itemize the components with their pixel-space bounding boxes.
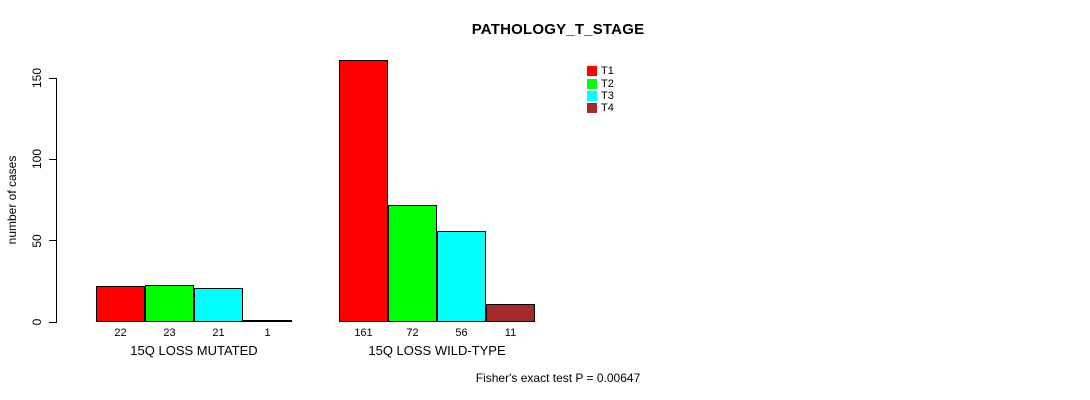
bar-t1 [339,60,388,322]
chart-title: PATHOLOGY_T_STAGE [471,21,645,38]
bar-value-label: 1 [264,327,271,339]
t1-color-swatch [587,66,597,77]
legend-item-label: T3 [601,89,614,102]
legend-item: T3 [587,90,614,102]
bar-value-label: 161 [354,327,373,339]
legend-item-label: T2 [601,77,614,90]
bar-value-label: 11 [504,327,517,339]
y-axis-tick-label: 0 [30,318,44,326]
group-label: 15Q LOSS MUTATED [130,343,258,358]
legend-item-label: T4 [601,102,614,115]
t4-color-swatch [587,103,597,114]
legend-item-label: T1 [601,65,614,78]
bar-t1 [96,286,145,322]
bar-value-label: 72 [406,327,419,339]
bar-value-label: 21 [212,327,225,339]
bar-value-label: 56 [455,327,468,339]
y-axis-tick [49,77,56,79]
bar-t2 [145,285,194,322]
bar-t2 [388,205,437,322]
bar-value-label: 22 [114,327,127,339]
t2-color-swatch [587,78,597,89]
bar-value-label: 23 [163,327,176,339]
y-axis-tick [49,158,56,160]
bar-t3 [437,231,486,322]
y-axis-label: number of cases [5,155,19,245]
y-axis-tick-label: 150 [30,67,44,89]
legend-item: T4 [587,102,614,114]
t3-color-swatch [587,90,597,101]
y-axis-tick [49,240,56,242]
y-axis-tick-label: 100 [30,149,44,170]
legend: T1 T2 T3 T4 [587,65,614,115]
legend-item: T2 [587,77,614,90]
stat-test-note: Fisher's exact test P = 0.00647 [475,371,641,385]
bar-t4 [243,320,292,322]
y-axis-line [56,78,57,323]
group-label: 15Q LOSS WILD-TYPE [368,343,506,358]
legend-item: T1 [587,65,614,77]
y-axis-tick-label: 50 [30,233,44,248]
bar-t4 [486,304,535,322]
y-axis-tick [49,321,56,323]
bar-t3 [194,288,243,322]
